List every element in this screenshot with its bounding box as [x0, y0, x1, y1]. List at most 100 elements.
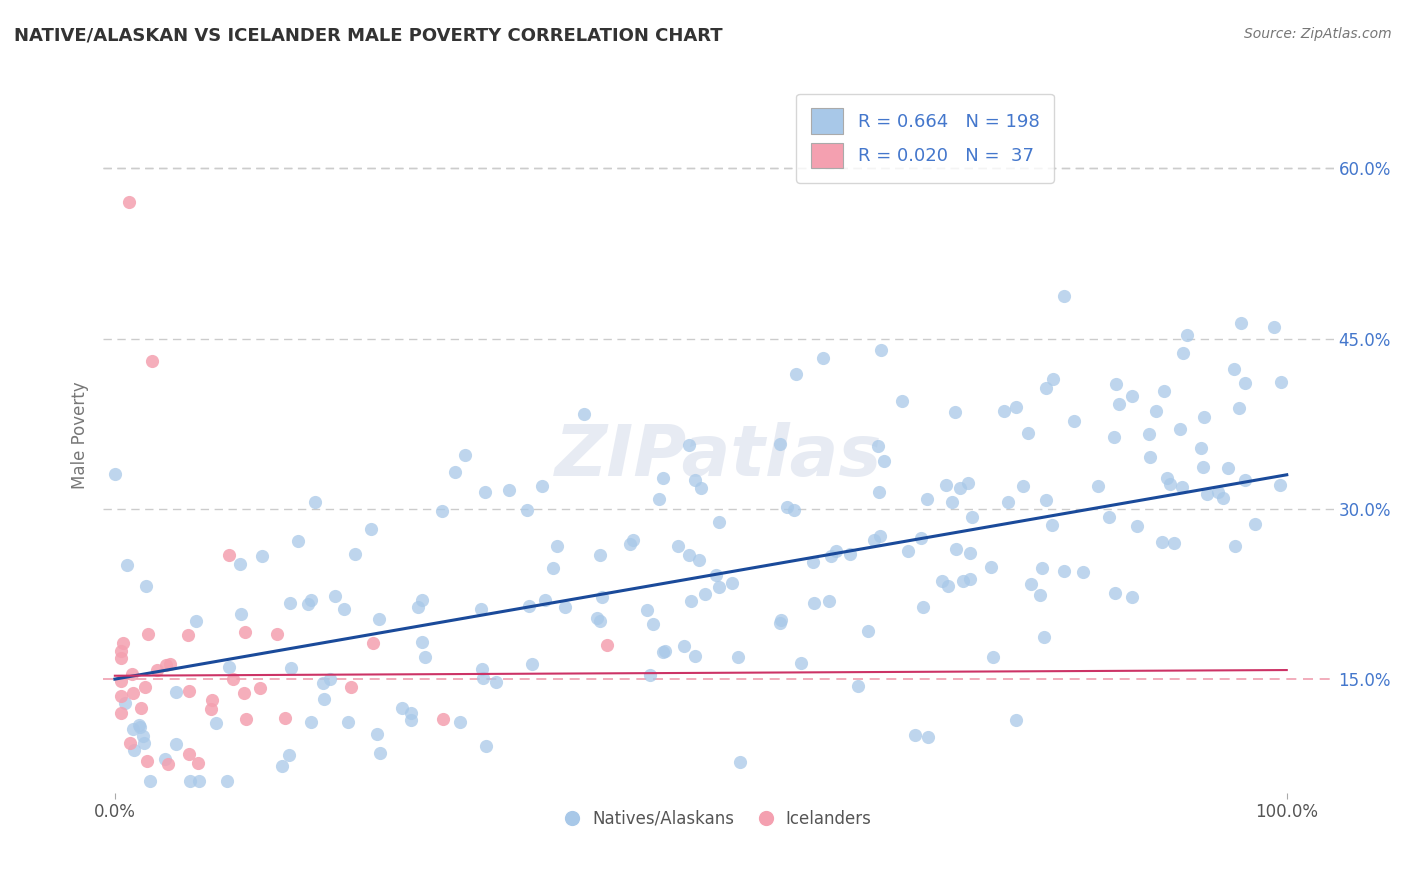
Point [118, 195, 141, 210]
Point [824, 544, 846, 558]
Point [485, 675, 508, 690]
Point [516, 503, 538, 517]
Point [652, 471, 675, 485]
Point [235, 712, 257, 726]
Point [643, 617, 665, 632]
Point [621, 533, 644, 547]
Point [801, 555, 824, 569]
Point [574, 407, 596, 421]
Point [187, 756, 209, 771]
Point [1171, 346, 1194, 360]
Point [1139, 450, 1161, 464]
Point [136, 627, 159, 641]
Point [589, 614, 612, 628]
Point [903, 728, 925, 742]
Point [271, 758, 294, 772]
Point [177, 747, 200, 762]
Point [360, 522, 382, 536]
Point [110, 689, 132, 703]
Point [789, 656, 811, 670]
Point [949, 481, 972, 495]
Point [1087, 479, 1109, 493]
Point [1163, 536, 1185, 550]
Point [287, 533, 309, 548]
Point [138, 774, 160, 789]
Point [304, 495, 326, 509]
Point [366, 727, 388, 741]
Point [249, 681, 271, 695]
Y-axis label: Male Poverty: Male Poverty [72, 381, 89, 489]
Point [683, 649, 706, 664]
Point [769, 613, 792, 627]
Point [1195, 486, 1218, 500]
Point [299, 593, 322, 607]
Point [370, 746, 392, 760]
Point [685, 473, 707, 487]
Point [339, 680, 361, 694]
Point [141, 354, 163, 368]
Point [1194, 410, 1216, 425]
Point [1216, 461, 1239, 475]
Point [541, 561, 564, 575]
Point [323, 589, 346, 603]
Point [153, 752, 176, 766]
Point [709, 580, 731, 594]
Point [156, 757, 179, 772]
Point [110, 706, 132, 720]
Text: ZIPatlas: ZIPatlas [555, 422, 882, 491]
Point [941, 495, 963, 509]
Point [132, 736, 155, 750]
Point [838, 548, 860, 562]
Point [104, 467, 127, 481]
Point [159, 657, 181, 671]
Point [471, 662, 494, 676]
Point [1040, 518, 1063, 533]
Point [1168, 422, 1191, 436]
Point [803, 596, 825, 610]
Point [1263, 320, 1285, 334]
Point [205, 715, 228, 730]
Point [432, 712, 454, 726]
Point [783, 503, 806, 517]
Point [343, 547, 366, 561]
Point [252, 549, 274, 563]
Point [1104, 586, 1126, 600]
Point [1189, 441, 1212, 455]
Point [115, 558, 138, 572]
Point [266, 627, 288, 641]
Point [585, 611, 607, 625]
Point [1150, 535, 1173, 549]
Point [122, 686, 145, 700]
Point [1035, 381, 1057, 395]
Point [121, 722, 143, 736]
Point [146, 663, 169, 677]
Point [120, 736, 142, 750]
Point [1126, 519, 1149, 533]
Point [336, 714, 359, 729]
Point [1222, 361, 1244, 376]
Point [333, 602, 356, 616]
Point [915, 492, 938, 507]
Point [1035, 493, 1057, 508]
Point [673, 639, 696, 653]
Point [873, 454, 896, 468]
Point [917, 730, 939, 744]
Point [1071, 565, 1094, 579]
Point [959, 572, 981, 586]
Point [869, 343, 891, 357]
Point [391, 701, 413, 715]
Point [769, 437, 792, 451]
Point [681, 594, 703, 608]
Point [704, 568, 727, 582]
Point [413, 649, 436, 664]
Point [312, 691, 335, 706]
Text: Source: ZipAtlas.com: Source: ZipAtlas.com [1244, 27, 1392, 41]
Point [776, 500, 799, 514]
Point [820, 549, 842, 563]
Point [186, 614, 208, 628]
Point [1230, 316, 1253, 330]
Point [430, 504, 453, 518]
Point [128, 717, 150, 731]
Point [1019, 577, 1042, 591]
Point [228, 557, 250, 571]
